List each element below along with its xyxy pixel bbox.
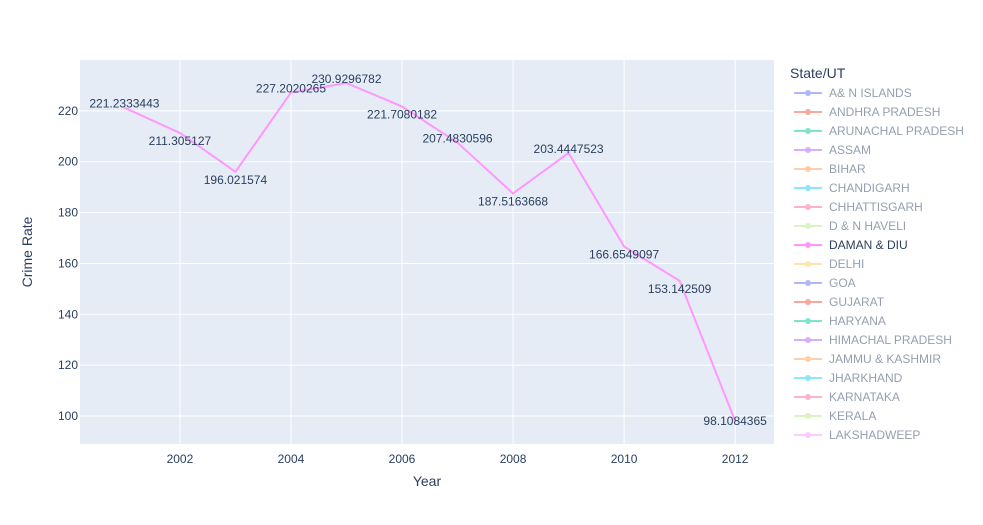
legend-item[interactable]: KARNATAKA <box>794 390 900 404</box>
x-tick-label: 2008 <box>500 452 527 466</box>
y-axis-ticks: 100 120 140 160 180 200 220 <box>58 104 78 423</box>
legend-swatch-marker <box>805 394 811 400</box>
legend-label: CHHATTISGARH <box>829 200 923 214</box>
legend-swatch-marker <box>805 128 811 134</box>
legend-item[interactable]: GUJARAT <box>794 295 885 309</box>
legend-label: JHARKHAND <box>829 371 903 385</box>
data-label: 221.2333443 <box>89 97 159 111</box>
legend: A& N ISLANDS ANDHRA PRADESH ARUNACHAL PRAD… <box>794 86 964 442</box>
x-tick-label: 2006 <box>389 452 416 466</box>
data-label: 211.305127 <box>149 134 212 148</box>
x-axis-title: Year <box>413 473 442 489</box>
legend-swatch-marker <box>805 280 811 286</box>
legend-item[interactable]: HIMACHAL PRADESH <box>794 333 952 347</box>
legend-item[interactable]: DELHI <box>794 257 864 271</box>
x-axis-ticks: 2002 2004 2006 2008 2010 2012 <box>167 452 749 466</box>
legend-label: ANDHRA PRADESH <box>829 105 940 119</box>
data-label: 196.021574 <box>204 173 268 187</box>
legend-label: JAMMU & KASHMIR <box>829 352 941 366</box>
legend-swatch-marker <box>805 204 811 210</box>
legend-swatch-marker <box>805 375 811 381</box>
legend-item[interactable]: CHANDIGARH <box>794 181 910 195</box>
legend-item[interactable]: GOA <box>794 276 856 290</box>
x-tick-label: 2010 <box>611 452 638 466</box>
legend-item[interactable]: ASSAM <box>794 143 871 157</box>
series-line-daman-and-diu <box>124 82 737 422</box>
data-label: 203.4447523 <box>534 142 604 156</box>
legend-item[interactable]: LAKSHADWEEP <box>794 428 920 442</box>
data-label: 221.7080182 <box>367 108 437 122</box>
legend-swatch-marker <box>805 90 811 96</box>
x-tick-label: 2012 <box>722 452 749 466</box>
legend-label: HARYANA <box>829 314 886 328</box>
y-axis-title: Crime Rate <box>19 216 35 287</box>
legend-label: ARUNACHAL PRADESH <box>829 124 964 138</box>
legend-item[interactable]: JHARKHAND <box>794 371 903 385</box>
legend-item[interactable]: JAMMU & KASHMIR <box>794 352 941 366</box>
legend-label: KARNATAKA <box>829 390 900 404</box>
legend-label: KERALA <box>829 409 876 423</box>
legend-label: HIMACHAL PRADESH <box>829 333 952 347</box>
legend-item[interactable]: DAMAN & DIU <box>794 238 908 252</box>
legend-swatch-marker <box>805 109 811 115</box>
legend-item[interactable]: D & N HAVELI <box>794 219 906 233</box>
legend-label: LAKSHADWEEP <box>829 428 920 442</box>
legend-item[interactable]: BIHAR <box>794 162 866 176</box>
y-tick-label: 220 <box>58 104 78 118</box>
series-layer <box>124 82 737 422</box>
y-tick-label: 100 <box>58 409 78 423</box>
data-label: 166.6549097 <box>589 248 659 262</box>
legend-item[interactable]: CHHATTISGARH <box>794 200 923 214</box>
data-labels: 221.2333443 211.305127 196.021574 227.20202… <box>89 72 767 428</box>
legend-swatch-marker <box>805 318 811 324</box>
legend-title: State/UT <box>790 65 846 81</box>
legend-item[interactable]: ANDHRA PRADESH <box>794 105 940 119</box>
data-label: 230.9296782 <box>311 72 381 86</box>
legend-label: ASSAM <box>829 143 871 157</box>
legend-label: DELHI <box>829 257 864 271</box>
y-tick-label: 200 <box>58 155 78 169</box>
legend-swatch-marker <box>805 356 811 362</box>
legend-swatch-marker <box>805 185 811 191</box>
plot-area <box>80 60 774 444</box>
legend-swatch-marker <box>805 223 811 229</box>
legend-swatch-marker <box>805 413 811 419</box>
legend-item[interactable]: KERALA <box>794 409 876 423</box>
x-tick-label: 2004 <box>278 452 305 466</box>
legend-label: DAMAN & DIU <box>829 238 908 252</box>
data-label: 98.1084365 <box>703 414 767 428</box>
legend-swatch-marker <box>805 147 811 153</box>
x-tick-label: 2002 <box>167 452 194 466</box>
data-label: 187.5163668 <box>478 194 548 208</box>
y-tick-label: 180 <box>58 206 78 220</box>
legend-label: GOA <box>829 276 856 290</box>
legend-label: D & N HAVELI <box>829 219 906 233</box>
y-tick-label: 160 <box>58 256 78 270</box>
legend-label: GUJARAT <box>829 295 885 309</box>
legend-swatch-marker <box>805 261 811 267</box>
legend-swatch-marker <box>805 242 811 248</box>
legend-swatch-marker <box>805 299 811 305</box>
data-label: 227.2020265 <box>256 82 326 96</box>
data-label: 153.142509 <box>648 282 712 296</box>
legend-swatch-marker <box>805 166 811 172</box>
gridlines <box>80 60 774 444</box>
legend-label: CHANDIGARH <box>829 181 910 195</box>
legend-item[interactable]: A& N ISLANDS <box>794 86 912 100</box>
legend-swatch-marker <box>805 432 811 438</box>
data-label: 207.4830596 <box>422 132 492 146</box>
legend-swatch-marker <box>805 337 811 343</box>
y-tick-label: 140 <box>58 307 78 321</box>
legend-item[interactable]: ARUNACHAL PRADESH <box>794 124 964 138</box>
legend-label: BIHAR <box>829 162 866 176</box>
legend-item[interactable]: HARYANA <box>794 314 886 328</box>
legend-label: A& N ISLANDS <box>829 86 912 100</box>
y-tick-label: 120 <box>58 358 78 372</box>
